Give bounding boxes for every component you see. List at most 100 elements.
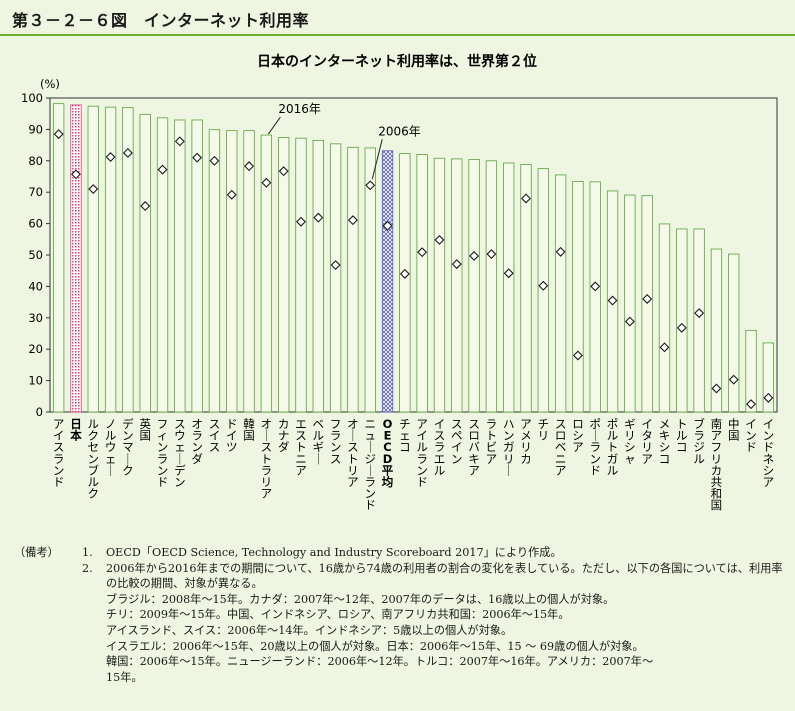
y-tick-label: 30 xyxy=(28,311,43,325)
x-tick-label: ドイツ xyxy=(226,417,238,454)
bar-2016 xyxy=(554,174,567,413)
notes: （備考） 1. OECD「OECD Science, Technology an… xyxy=(14,545,789,685)
x-tick-label: イタリア xyxy=(641,417,653,466)
marker-2006 xyxy=(486,249,497,260)
bar-2016 xyxy=(364,147,376,413)
bar-2016 xyxy=(156,117,169,413)
x-tick-label: ポルトガル xyxy=(607,417,619,477)
x-tick-label: デンマ｜ク xyxy=(122,417,134,477)
note-item-1: （備考） 1. OECD「OECD Science, Technology an… xyxy=(14,545,789,561)
marker-2006 xyxy=(434,234,445,245)
x-tick-label: ギリシャ xyxy=(624,417,636,466)
bar-2016 xyxy=(191,119,203,413)
x-tick-label: インド xyxy=(745,417,757,454)
bar-2016 xyxy=(485,160,498,413)
header-rule xyxy=(0,34,795,36)
marker-2006 xyxy=(763,392,774,403)
bar-2016 xyxy=(139,113,151,413)
bar-2016 xyxy=(710,248,723,413)
x-tick-label: アメリカ xyxy=(520,417,532,466)
note-sub-line: 15年。 xyxy=(106,670,143,684)
x-axis-labels: アイスランド日本ルクセンブルクノルウェ｜デンマ｜ク英国フィンランドスウェ｜デンオ… xyxy=(53,417,774,512)
note-text: 2006年から2016年までの期間について、16歳から74歳の利用者の割合の変化… xyxy=(106,561,783,591)
x-tick-label: スペイン xyxy=(451,417,463,466)
marker-2006 xyxy=(140,201,151,211)
note-sub-line: アイスランド、スイス：2006年～14年。インドネシア：5歳以上の個人が対象。 xyxy=(106,623,513,637)
bar-2016 xyxy=(329,143,342,413)
x-tick-label: スイス xyxy=(209,417,221,454)
y-tick-label: 100 xyxy=(21,91,43,105)
note-text: OECD「OECD Science, Technology and Indust… xyxy=(106,546,562,559)
x-tick-label: チェコ xyxy=(399,417,411,454)
bar-2016 xyxy=(520,164,532,413)
marker-2006 xyxy=(313,212,324,223)
bar-2016 xyxy=(347,146,359,413)
bars-2016 xyxy=(53,103,774,413)
y-tick-label: 60 xyxy=(28,217,43,231)
x-tick-label: メキシコ xyxy=(659,417,671,466)
marker-2006 xyxy=(469,250,480,261)
bar-2016 xyxy=(624,194,636,413)
marker-2006 xyxy=(711,383,722,394)
x-tick-label: ノルウェ｜ xyxy=(105,417,117,477)
chart-title: 日本のインターネット利用率は、世界第２位 xyxy=(257,53,537,70)
bar-2016 xyxy=(416,154,428,413)
marker-2006 xyxy=(417,247,428,258)
bar-2016 xyxy=(260,134,273,413)
bar-2016 xyxy=(468,159,480,413)
marker-2006 xyxy=(728,374,739,385)
bar-2016 xyxy=(381,150,394,413)
x-tick-label: スウェ｜デン xyxy=(174,417,186,489)
marker-2006 xyxy=(746,399,757,410)
legend-label-2006: 2006年 xyxy=(378,124,421,138)
marker-2006 xyxy=(244,161,255,172)
x-tick-label: カナダ xyxy=(278,417,290,454)
bar-2016 xyxy=(693,228,705,413)
marker-2006 xyxy=(278,166,289,177)
bar-2016 xyxy=(208,129,221,413)
x-tick-label: フランス xyxy=(330,417,342,466)
marker-2006 xyxy=(694,308,705,319)
x-tick-label: アイルランド xyxy=(416,417,428,489)
x-tick-label: オランダ xyxy=(191,417,203,466)
bar-2016 xyxy=(589,181,601,413)
marker-2006 xyxy=(607,295,618,306)
y-tick-label: 20 xyxy=(28,342,43,356)
y-axis: 0 10 20 30 40 50 60 70 80 90 100 xyxy=(21,91,50,419)
marker-2006 xyxy=(192,152,203,163)
marker-2006 xyxy=(365,180,376,191)
bar-2016 xyxy=(70,104,82,413)
x-tick-label: ベルギ｜ xyxy=(313,417,325,466)
bar-2016 xyxy=(676,228,688,413)
legend-pointer-2006 xyxy=(371,139,383,180)
x-tick-label: インドネシア xyxy=(763,417,775,489)
x-tick-label: ニュ｜ジ｜ランド xyxy=(364,417,376,512)
marker-2006 xyxy=(209,155,220,166)
x-tick-label: ハンガリ｜ xyxy=(503,417,515,477)
marker-2006 xyxy=(347,215,358,226)
x-tick-label: 中国 xyxy=(728,417,740,443)
bar-2016 xyxy=(295,137,307,413)
marker-2006 xyxy=(226,189,237,200)
bar-2016 xyxy=(399,153,411,413)
note-sub-line: イスラエル：2006年～15年、20歳以上の個人が対象。日本：2006年～15年… xyxy=(106,639,644,653)
marker-2006 xyxy=(451,259,462,270)
x-tick-label: ラトビア xyxy=(486,417,498,466)
marker-2006 xyxy=(521,193,531,204)
y-tick-label: 10 xyxy=(28,374,43,388)
marker-2006 xyxy=(53,129,64,140)
bar-chart: 日本のインターネット利用率は、世界第２位 (%) 0 10 20 30 40 50 60 70… xyxy=(21,53,778,512)
figure-title: 第３－２－６図 インターネット利用率 xyxy=(12,11,310,30)
notes-label: （備考） xyxy=(14,546,59,559)
x-tick-label: フィンランド xyxy=(157,417,169,489)
bar-2016 xyxy=(433,157,446,413)
marker-2006 xyxy=(330,260,341,271)
marker-2006 xyxy=(261,177,272,188)
marker-2006 xyxy=(296,216,306,227)
x-tick-label: アイスランド xyxy=(53,417,65,489)
y-tick-label: 90 xyxy=(28,122,43,136)
x-tick-label: トルコ xyxy=(676,417,688,454)
x-tick-label: 英国 xyxy=(139,417,151,443)
bar-2016 xyxy=(174,119,186,413)
y-tick-label: 40 xyxy=(28,279,43,293)
